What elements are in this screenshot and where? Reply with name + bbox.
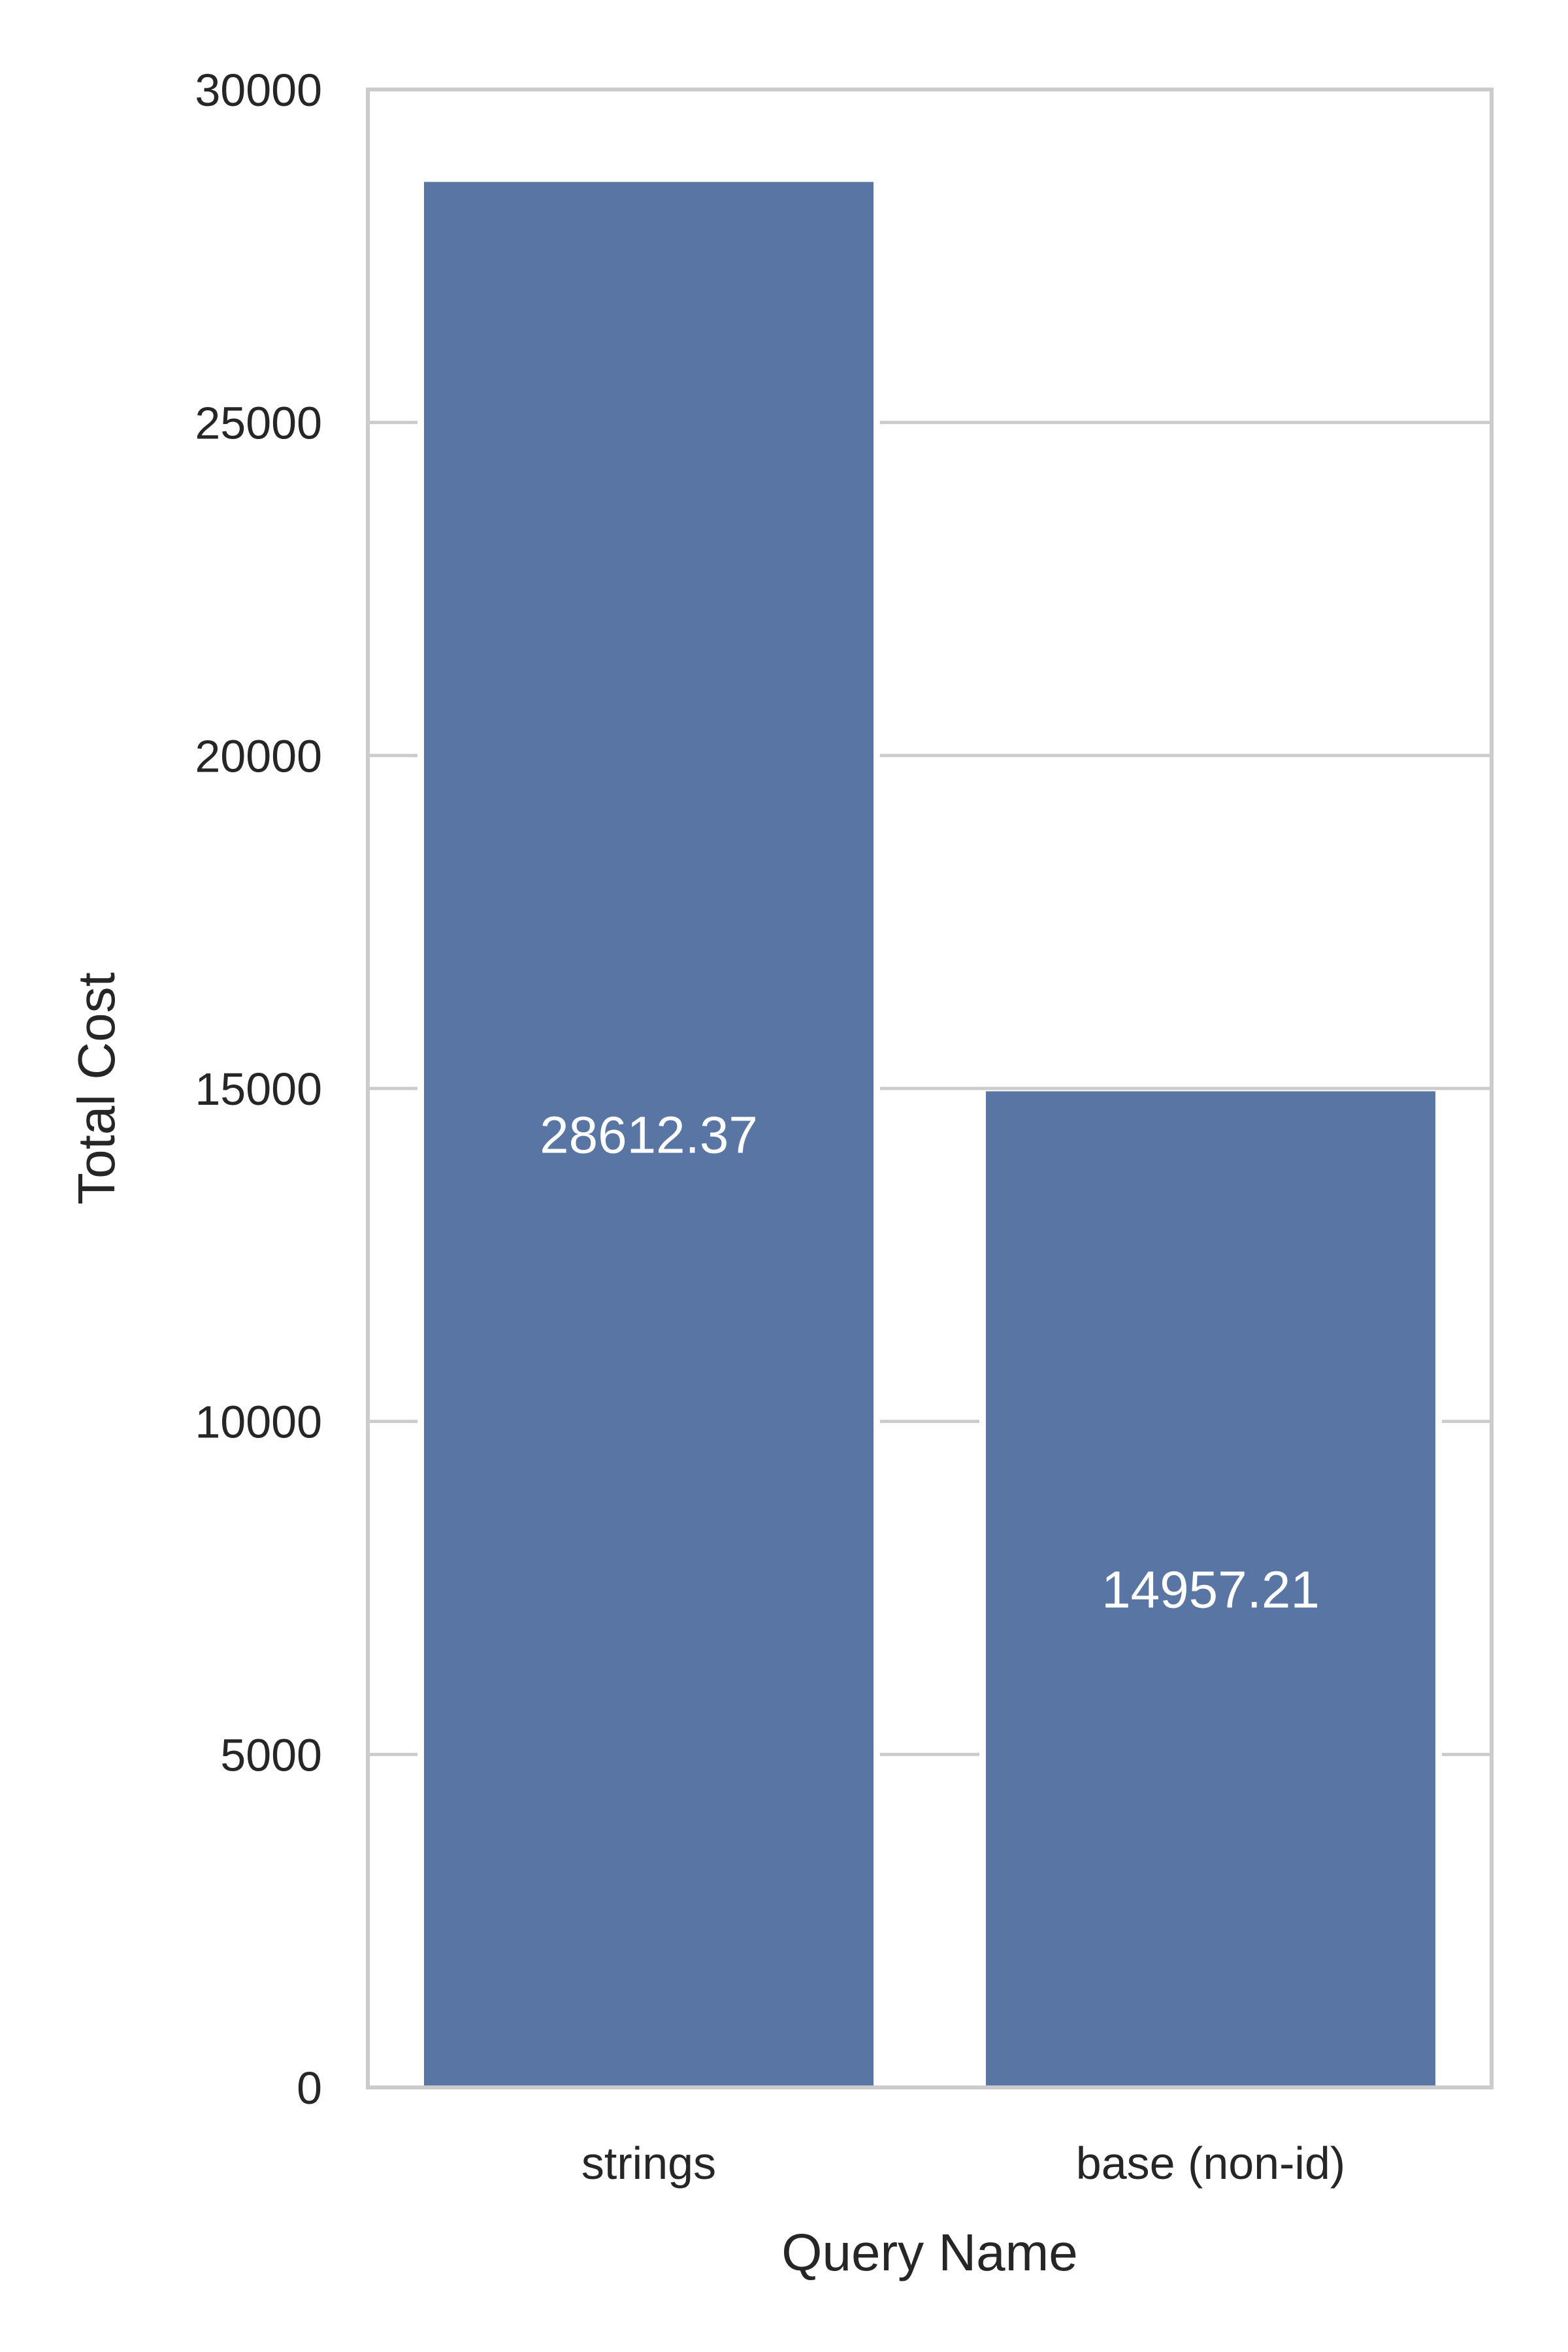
bar-layer xyxy=(417,182,1442,2087)
x-axis-title: Query Name xyxy=(781,2223,1077,2281)
bar-value-label: 28612.37 xyxy=(540,1106,758,1164)
y-tick-label: 5000 xyxy=(220,1729,322,1780)
y-tick-label: 15000 xyxy=(195,1064,322,1115)
y-tick-label: 0 xyxy=(297,2063,322,2114)
y-axis-title: Total Cost xyxy=(67,972,125,1205)
bar-value-label: 14957.21 xyxy=(1102,1561,1320,1619)
y-tick-label: 25000 xyxy=(195,398,322,449)
data-labels: 28612.37 14957.21 xyxy=(540,1106,1320,1619)
x-tick-label: base (non-id) xyxy=(1076,2138,1345,2189)
x-tick-label: strings xyxy=(581,2138,716,2189)
bar xyxy=(424,182,874,2087)
y-tick-label: 10000 xyxy=(195,1397,322,1448)
x-tick-labels: strings base (non-id) xyxy=(581,2138,1345,2189)
plot-frame xyxy=(366,88,1494,2089)
y-tick-label: 20000 xyxy=(195,730,322,781)
bar xyxy=(986,1091,1435,2087)
y-tick-labels: 0 5000 10000 15000 20000 25000 30000 xyxy=(195,65,322,2114)
y-tick-label: 30000 xyxy=(195,65,322,116)
